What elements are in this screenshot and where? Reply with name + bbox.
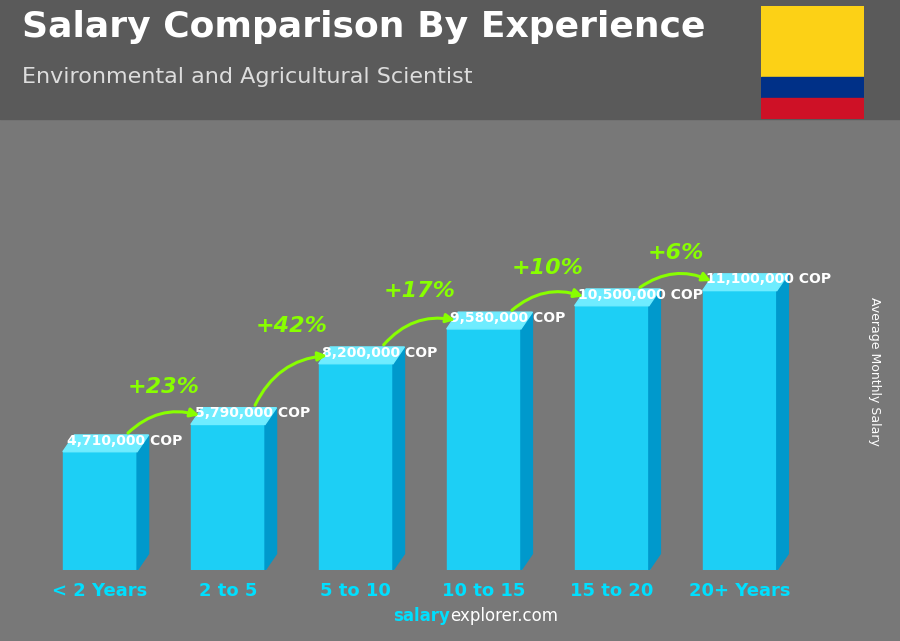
Polygon shape bbox=[703, 274, 788, 290]
Polygon shape bbox=[521, 312, 533, 570]
Text: 5,790,000 COP: 5,790,000 COP bbox=[194, 406, 310, 420]
Text: Environmental and Agricultural Scientist: Environmental and Agricultural Scientist bbox=[22, 67, 473, 87]
Text: 10,500,000 COP: 10,500,000 COP bbox=[579, 288, 704, 301]
Polygon shape bbox=[63, 435, 148, 452]
Text: +17%: +17% bbox=[384, 281, 455, 301]
Polygon shape bbox=[265, 408, 276, 570]
Polygon shape bbox=[319, 363, 393, 570]
Text: explorer.com: explorer.com bbox=[450, 607, 558, 625]
Polygon shape bbox=[319, 347, 404, 363]
Polygon shape bbox=[191, 408, 276, 424]
Text: salary: salary bbox=[393, 607, 450, 625]
Polygon shape bbox=[575, 289, 661, 306]
Polygon shape bbox=[393, 347, 404, 570]
FancyArrowPatch shape bbox=[255, 353, 324, 405]
Polygon shape bbox=[703, 290, 777, 570]
Polygon shape bbox=[137, 435, 148, 570]
Bar bbox=[760, 76, 864, 119]
Polygon shape bbox=[777, 274, 788, 570]
Polygon shape bbox=[63, 452, 137, 570]
Text: 8,200,000 COP: 8,200,000 COP bbox=[322, 345, 438, 360]
Polygon shape bbox=[191, 424, 265, 570]
Text: +6%: +6% bbox=[648, 243, 704, 263]
FancyArrowPatch shape bbox=[640, 273, 708, 287]
Text: 9,580,000 COP: 9,580,000 COP bbox=[450, 311, 566, 325]
FancyArrowPatch shape bbox=[383, 315, 452, 345]
Bar bbox=[760, 97, 864, 119]
Polygon shape bbox=[575, 306, 649, 570]
FancyArrowPatch shape bbox=[512, 290, 580, 310]
Text: +42%: +42% bbox=[256, 316, 328, 336]
Text: 11,100,000 COP: 11,100,000 COP bbox=[706, 272, 832, 287]
Text: Average Monthly Salary: Average Monthly Salary bbox=[868, 297, 881, 446]
Polygon shape bbox=[446, 312, 533, 329]
Text: Salary Comparison By Experience: Salary Comparison By Experience bbox=[22, 10, 706, 44]
FancyArrowPatch shape bbox=[128, 409, 196, 433]
Polygon shape bbox=[649, 289, 661, 570]
Text: +10%: +10% bbox=[512, 258, 584, 278]
Text: +23%: +23% bbox=[128, 376, 200, 397]
Bar bbox=[760, 62, 864, 119]
Polygon shape bbox=[446, 329, 521, 570]
Text: 4,710,000 COP: 4,710,000 COP bbox=[67, 433, 182, 447]
